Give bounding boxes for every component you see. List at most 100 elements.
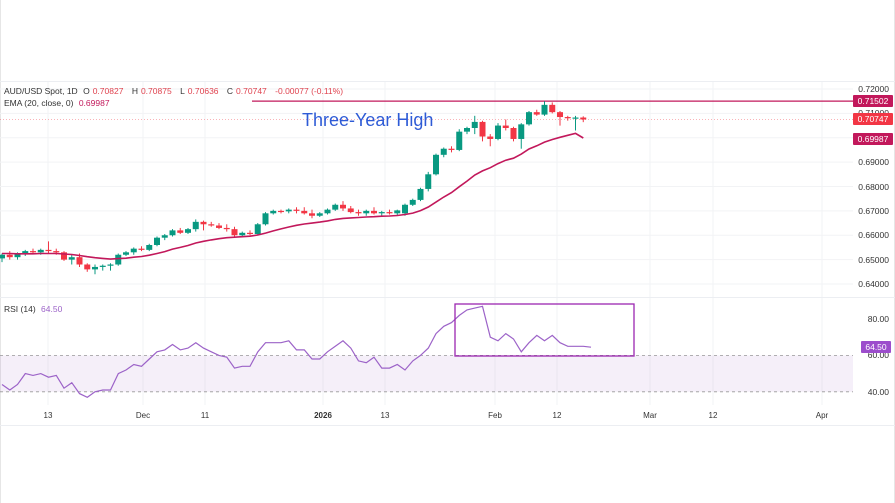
- pane-separator[interactable]: [0, 297, 895, 298]
- candle-up: [99, 265, 106, 267]
- high-label: H: [131, 86, 138, 96]
- candle-up: [185, 229, 191, 233]
- candle-down: [502, 125, 509, 128]
- candle-up: [526, 112, 532, 125]
- candle-down: [580, 117, 587, 120]
- ema-label: EMA (20, close, 0): [4, 98, 74, 108]
- ema-legend: EMA (20, close, 0) 0.69987: [4, 98, 113, 108]
- high-value: 0.70875: [140, 86, 172, 96]
- candle-down: [549, 104, 556, 113]
- three-year-high-annotation: Three-Year High: [302, 110, 434, 130]
- candle-down: [30, 251, 36, 253]
- candle-down: [533, 112, 540, 115]
- price-tick: 0.69000: [858, 157, 889, 168]
- resistance-price-tag: 0.71502: [853, 95, 893, 107]
- candle-down: [76, 257, 83, 265]
- ema-price-tag: 0.69987: [853, 133, 893, 145]
- rsi-legend: RSI (14) 64.50: [4, 304, 65, 314]
- time-tick: Feb: [488, 411, 502, 420]
- candle-down: [208, 224, 215, 226]
- price-tick: 0.66000: [858, 230, 889, 241]
- candle-up: [495, 125, 501, 139]
- time-axis-border: [0, 425, 895, 426]
- rsi-value: 64.50: [41, 304, 63, 314]
- candle-up: [192, 221, 199, 230]
- candle-down: [371, 210, 377, 214]
- candle-up: [130, 248, 137, 253]
- candle-up: [471, 121, 478, 128]
- candle-down: [278, 210, 284, 213]
- candle-down: [487, 136, 494, 139]
- candle-down: [557, 112, 563, 118]
- candle-up: [146, 245, 153, 250]
- price-tick: 0.64000: [858, 279, 889, 289]
- ema-value: 0.69987: [78, 98, 110, 108]
- candle-down: [223, 227, 230, 230]
- candle-up: [285, 209, 292, 212]
- candle-down: [355, 212, 362, 214]
- low-item: L 0.70636: [180, 86, 221, 96]
- candle-up: [456, 131, 463, 150]
- rsi-value-tag: 64.50: [861, 341, 891, 353]
- time-tick: Mar: [643, 411, 657, 420]
- candle-up: [518, 124, 525, 139]
- candle-down: [247, 232, 253, 235]
- rsi-tick-60: 60.00: [867, 350, 889, 360]
- top-border: [0, 81, 895, 82]
- close-price-tag: 0.70747: [853, 113, 893, 125]
- candle-up: [254, 224, 261, 235]
- candle-down: [53, 251, 60, 253]
- candle-up: [0, 254, 5, 259]
- candle-down: [386, 212, 393, 214]
- candle-up: [363, 210, 370, 214]
- low-label: L: [180, 86, 185, 96]
- candle-down: [448, 148, 455, 150]
- ema-line: [2, 132, 584, 260]
- candle-up: [92, 266, 98, 270]
- candle-up: [107, 264, 114, 266]
- price-tick: 0.68000: [858, 181, 889, 192]
- candle-up: [572, 117, 579, 119]
- candle-up: [115, 254, 122, 265]
- candle-down: [564, 117, 571, 119]
- rsi-line: [1, 305, 592, 398]
- close-label: C: [226, 86, 234, 96]
- candle-up: [37, 249, 44, 253]
- price-tick: 0.67000: [858, 205, 889, 216]
- candle-up: [154, 237, 160, 245]
- rsi-highlight-box: [454, 303, 635, 357]
- time-tick: Dec: [135, 411, 151, 420]
- time-tick: 13: [43, 411, 53, 420]
- candle-down: [301, 210, 308, 214]
- candle-up: [394, 210, 401, 214]
- candle-up: [239, 232, 246, 236]
- rsi-tick-40: 40.00: [867, 387, 889, 397]
- open-value: 0.70827: [92, 86, 124, 96]
- candle-up: [541, 104, 548, 115]
- rsi-band: [0, 355, 853, 392]
- candle-up: [433, 154, 439, 175]
- time-tick: 2026: [314, 411, 332, 420]
- candle-down: [200, 221, 207, 225]
- open-item: O 0.70827: [83, 86, 126, 96]
- close-item: C 0.70747: [227, 86, 270, 96]
- time-tick: 11: [200, 411, 210, 420]
- candle-up: [161, 235, 168, 238]
- candle-down: [61, 252, 67, 260]
- price-tick: 0.65000: [858, 254, 889, 265]
- time-tick: Apr: [815, 411, 829, 420]
- candle-up: [425, 174, 432, 189]
- candle-up: [123, 252, 129, 255]
- candle-up: [440, 148, 447, 155]
- time-tick: 13: [380, 411, 390, 420]
- candle-up: [402, 204, 408, 214]
- candle-down: [231, 229, 238, 236]
- rsi-tick-80: 80.00: [867, 314, 889, 324]
- high-item: H 0.70875: [132, 86, 175, 96]
- candle-down: [479, 121, 486, 137]
- candle-down: [45, 249, 52, 252]
- candle-up: [417, 188, 424, 200]
- candle-up: [270, 210, 277, 214]
- candle-up: [409, 199, 416, 205]
